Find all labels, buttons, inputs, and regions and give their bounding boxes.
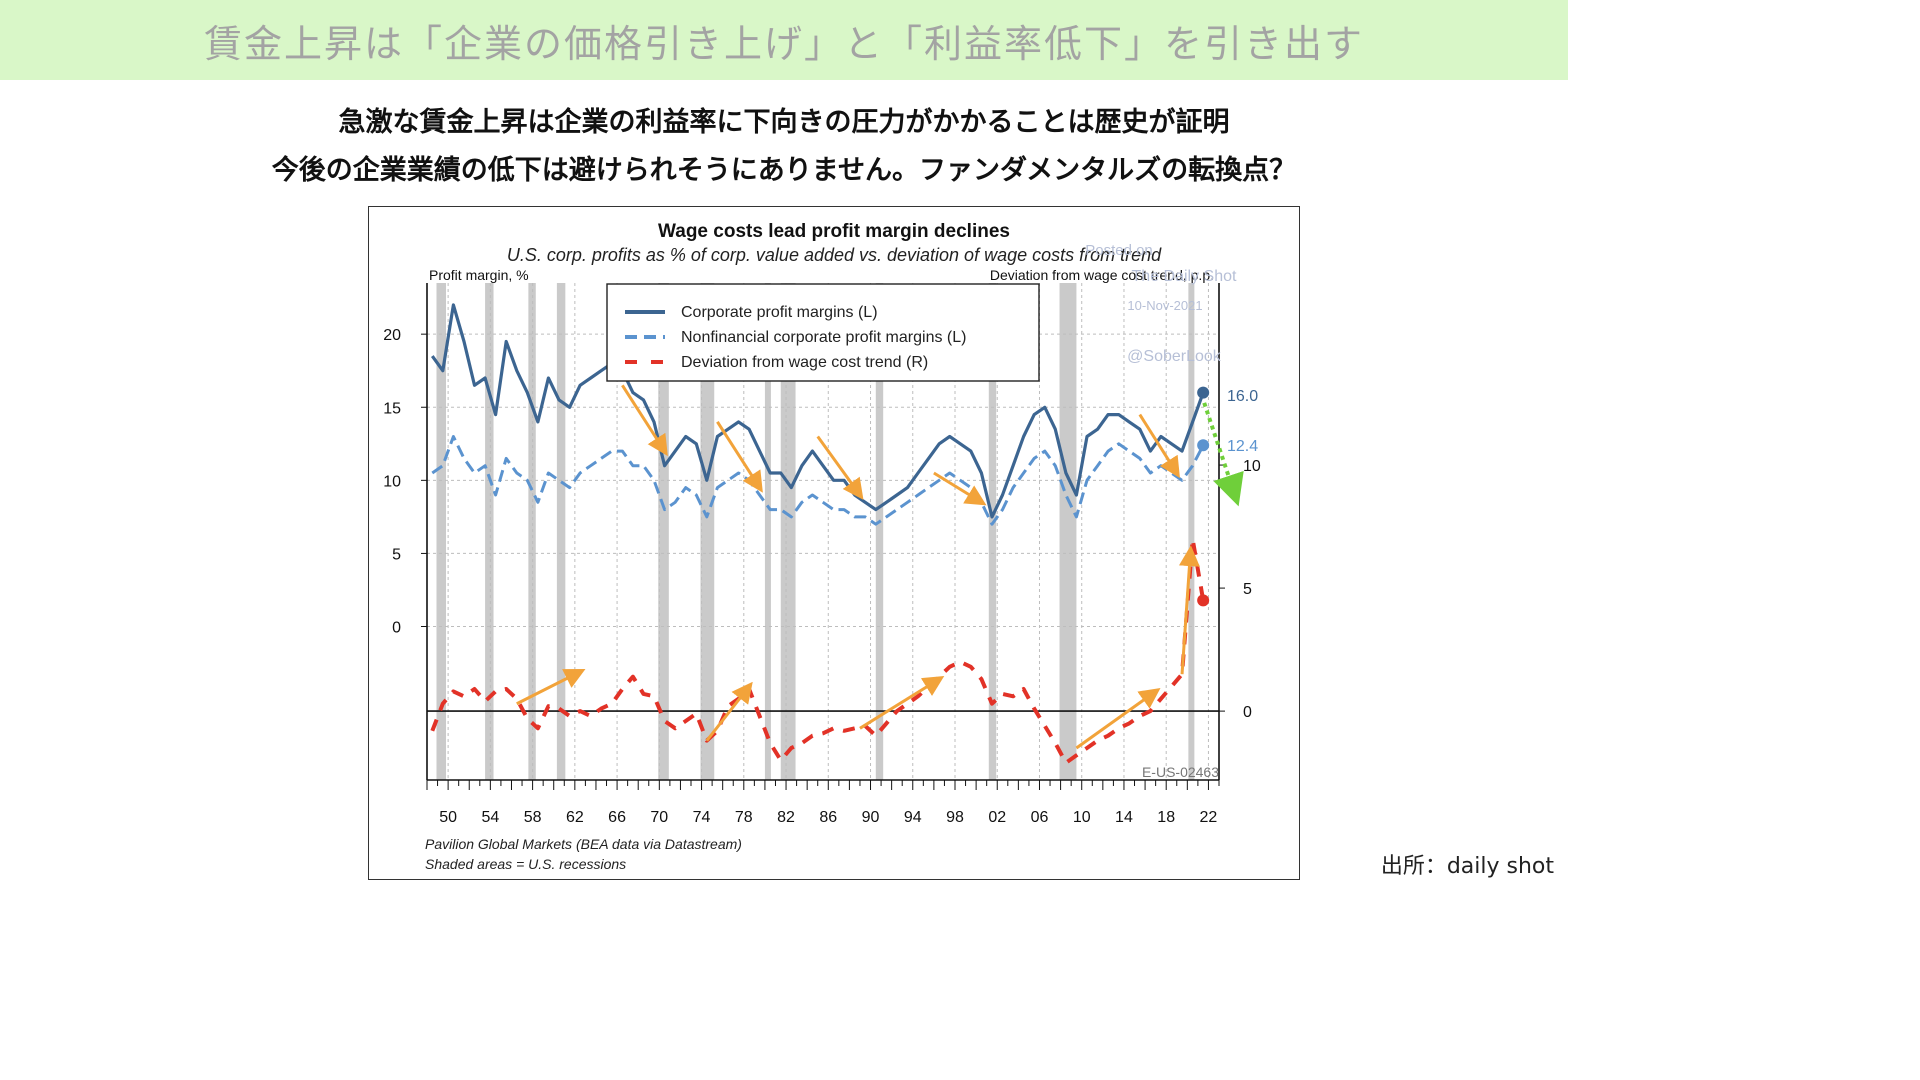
x-tick-label: 82: [777, 809, 795, 826]
watermark-handle: @SoberLook: [1127, 348, 1222, 365]
chart-frame: 50 54 58 62 66 70 74 78 82 86 90 94 98 02 06 10 14 18 22 0 5…: [368, 206, 1300, 880]
annotation-arrows: [516, 384, 1244, 750]
left-axis-label: Profit margin, %: [429, 267, 529, 283]
left-tick-label: 20: [383, 327, 401, 344]
recession-band: [988, 283, 997, 780]
recession-band: [556, 283, 566, 780]
recession-band: [1188, 283, 1195, 780]
source-credit: 出所：daily shot: [1380, 854, 1554, 879]
legend-label-profit: Corporate profit margins (L): [681, 304, 878, 321]
end-label-nonfinancial: 12.4: [1227, 438, 1258, 455]
axes: 50 54 58 62 66 70 74 78 82 86 90 94 98 02 06 10 14 18 2205…: [383, 283, 1261, 826]
profit-margin-line: [431, 303, 1205, 519]
x-tick-label: 18: [1157, 809, 1175, 826]
left-tick-label: 10: [383, 473, 401, 490]
left-tick-label: 5: [392, 546, 401, 563]
recession-band: [780, 283, 796, 780]
x-tick-label: 66: [608, 809, 626, 826]
chart-title: Wage costs lead profit margin declines: [658, 221, 1010, 242]
right-axis-label: Deviation from wage cost trend, p.p.: [990, 267, 1214, 283]
left-tick-label: 0: [392, 620, 401, 637]
x-tick-label: 78: [735, 809, 753, 826]
x-tick-label: 22: [1200, 809, 1218, 826]
subtitle-line-2: 今後の企業業績の低下は避けられそうにありません。ファンダメンタルズの転換点？: [271, 155, 1297, 186]
x-tick-label: 58: [524, 809, 542, 826]
recession-band: [875, 283, 884, 780]
watermark-line-2: The Daily Shot: [1132, 268, 1237, 285]
chart-text: Wage costs lead profit margin declines U…: [425, 221, 1258, 872]
recession-band: [485, 283, 494, 780]
x-tick-label: 86: [819, 809, 837, 826]
orange-arrow-up: [1075, 687, 1161, 750]
orange-arrow-down: [933, 471, 987, 506]
nonfinancial-margin-line: [431, 435, 1205, 526]
x-tick-label: 02: [988, 809, 1006, 826]
title-banner: 賃金上昇は「企業の価格引き上げ」と「利益率低下」を引き出す: [0, 0, 1568, 80]
x-tick-label: 74: [693, 809, 711, 826]
orange-arrow-down: [716, 421, 763, 493]
orange-arrow-down: [1138, 413, 1180, 479]
x-tick-label: 10: [1073, 809, 1091, 826]
banner-title: 賃金上昇は「企業の価格引き上げ」と「利益率低下」を引き出す: [203, 21, 1364, 66]
left-tick-label: 15: [383, 400, 401, 417]
chart-legend: Corporate profit margins (L) Nonfinancia…: [606, 283, 1040, 382]
wage-deviation-endpoint: [1197, 594, 1210, 607]
right-tick-label: 0: [1243, 704, 1252, 721]
x-tick-label: 14: [1115, 809, 1133, 826]
x-tick-label: 50: [439, 809, 457, 826]
x-tick-label: 90: [862, 809, 880, 826]
green-arrow: [1202, 402, 1244, 507]
footnote-shading: Shaded areas = U.S. recessions: [425, 856, 626, 872]
recession-band: [436, 283, 447, 780]
end-label-profit: 16.0: [1227, 388, 1258, 405]
orange-arrow-up: [516, 669, 586, 706]
right-tick-label: 10: [1243, 458, 1261, 475]
series-lines: [430, 303, 1210, 765]
orange-arrow-up: [705, 681, 753, 742]
orange-arrow-up: [859, 675, 945, 730]
legend-label-wage: Deviation from wage cost trend (R): [681, 354, 928, 371]
wage-deviation-line: [430, 536, 1206, 765]
orange-arrow-down: [816, 435, 864, 500]
chart-subtitle: U.S. corp. profits as % of corp. value a…: [507, 245, 1162, 265]
recession-band: [1059, 283, 1077, 780]
x-tick-label: 62: [566, 809, 584, 826]
watermark-date: 10-Nov-2021: [1127, 298, 1202, 313]
chart-code: E-US-02463: [1142, 764, 1219, 780]
footnote-source: Pavilion Global Markets (BEA data via Da…: [425, 836, 742, 852]
x-tick-label: 94: [904, 809, 922, 826]
x-tick-label: 54: [481, 809, 499, 826]
x-tick-label: 06: [1031, 809, 1049, 826]
recession-band: [658, 283, 669, 780]
profit-margin-endpoint: [1197, 386, 1210, 399]
recession-band: [764, 283, 771, 780]
recession-band: [528, 283, 536, 780]
legend-label-nonfinancial: Nonfinancial corporate profit margins (L…: [681, 329, 966, 346]
nonfinancial-margin-endpoint: [1197, 439, 1210, 452]
x-tick-label: 98: [946, 809, 964, 826]
subtitle-line-1: 急激な賃金上昇は企業の利益率に下向きの圧力がかかることは歴史が証明: [338, 107, 1230, 138]
legend-box: [606, 283, 1040, 382]
orange-arrow-down: [621, 384, 668, 457]
watermark-line-1: Posted on: [1085, 242, 1153, 259]
x-tick-label: 70: [650, 809, 668, 826]
orange-arrow-up: [1178, 545, 1200, 675]
right-tick-label: 5: [1243, 581, 1252, 598]
chart-svg: 50 54 58 62 66 70 74 78 82 86 90 94 98 02 06 10 14 18 2205…: [383, 221, 1261, 872]
